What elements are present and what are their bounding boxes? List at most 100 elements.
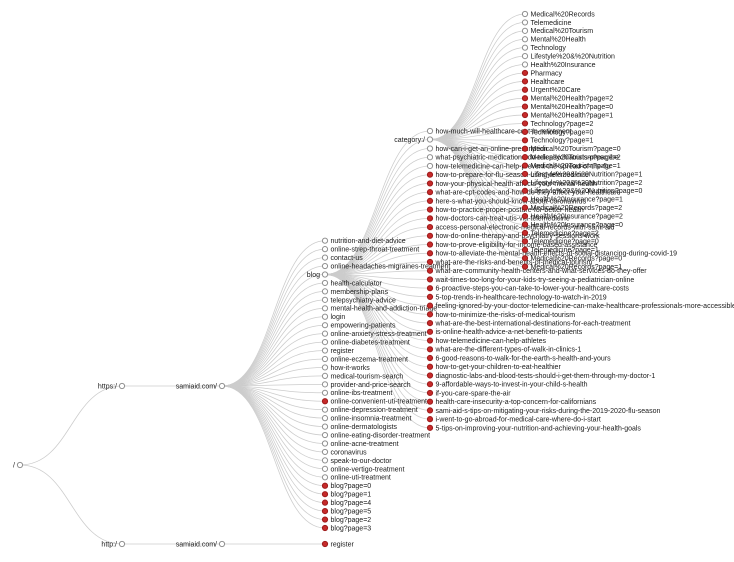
site-page-dot[interactable] [321, 288, 329, 295]
blog-post-dot[interactable] [426, 346, 434, 353]
site-page-dot[interactable] [321, 246, 329, 253]
category-page-dot[interactable] [521, 196, 529, 203]
blog-post-dot[interactable] [426, 407, 434, 414]
blog-post-dot[interactable] [426, 398, 434, 405]
category-page-dot[interactable] [521, 69, 529, 77]
blog-post-dot[interactable] [426, 189, 434, 196]
site-page-dot[interactable] [321, 508, 329, 515]
http-node[interactable] [118, 540, 126, 548]
site-page-dot[interactable] [321, 364, 329, 371]
https-node[interactable] [118, 382, 126, 390]
site-page-dot[interactable] [321, 524, 329, 532]
register-leaf-dot[interactable] [321, 540, 329, 548]
category-page-dot[interactable] [521, 78, 529, 85]
category-page-dot[interactable] [521, 238, 529, 245]
site-page-dot[interactable] [321, 296, 329, 303]
site-page-dot[interactable] [321, 406, 329, 413]
site-page-dot[interactable] [321, 457, 329, 464]
blog-post-dot[interactable] [426, 241, 434, 248]
category-page-dot[interactable] [521, 137, 529, 144]
blog-post-dot[interactable] [426, 215, 434, 222]
category-page-dot[interactable] [521, 95, 529, 102]
site-page-dot[interactable] [321, 440, 329, 447]
site-page-dot[interactable] [321, 254, 329, 261]
site-page-dot[interactable] [321, 305, 329, 312]
blog-post-dot[interactable] [426, 372, 434, 379]
category-page-dot[interactable] [521, 10, 529, 18]
blog-post-dot[interactable] [426, 424, 434, 431]
blog-post-dot[interactable] [426, 197, 434, 204]
site-page-dot[interactable] [321, 339, 329, 346]
site-page-dot[interactable] [321, 415, 329, 422]
category-page-dot[interactable] [521, 154, 529, 161]
blog-post-dot[interactable] [426, 145, 434, 152]
blog-post-dot[interactable] [426, 180, 434, 187]
blog-post-dot[interactable] [426, 293, 434, 301]
blog-post-dot[interactable] [426, 267, 434, 274]
category-page-dot[interactable] [521, 61, 529, 68]
category-page-dot[interactable] [521, 103, 529, 110]
site-page-dot[interactable] [321, 491, 329, 498]
category-page-dot[interactable] [521, 263, 529, 270]
category-page-dot[interactable] [521, 53, 529, 60]
category-page-dot[interactable] [521, 170, 529, 178]
site-page-dot[interactable] [321, 372, 329, 379]
blog-post-dot[interactable] [426, 223, 434, 231]
site-page-dot[interactable] [321, 381, 329, 388]
site-page-dot[interactable] [321, 313, 329, 320]
site-page-dot[interactable] [321, 237, 329, 244]
blog-post-dot[interactable] [426, 311, 434, 318]
site-page-dot[interactable] [321, 322, 329, 329]
site-page-dot[interactable] [321, 431, 329, 439]
category-page-dot[interactable] [521, 128, 529, 135]
blog-post-dot[interactable] [426, 154, 434, 161]
category-page-dot[interactable] [521, 204, 529, 211]
category-page-dot[interactable] [521, 111, 529, 119]
category-page-dot[interactable] [521, 179, 529, 186]
blog-post-dot[interactable] [426, 354, 434, 362]
root-node[interactable] [16, 461, 24, 469]
blog-post-dot[interactable] [426, 320, 434, 327]
category-page-dot[interactable] [521, 27, 529, 34]
host-https-node[interactable] [218, 382, 226, 390]
category-page-dot[interactable] [521, 212, 529, 220]
site-page-dot[interactable] [321, 389, 329, 396]
category-page-dot[interactable] [521, 187, 529, 194]
blog-post-dot[interactable] [426, 328, 434, 335]
site-page-dot[interactable] [321, 465, 329, 472]
category-page-dot[interactable] [521, 19, 529, 26]
site-page-dot[interactable] [321, 482, 329, 489]
category-page-dot[interactable] [521, 145, 529, 152]
host-http-node[interactable] [218, 540, 226, 548]
blog-post-dot[interactable] [426, 381, 434, 388]
site-page-dot[interactable] [321, 279, 329, 287]
site-page-dot[interactable] [321, 423, 329, 430]
site-page-dot[interactable] [321, 448, 329, 456]
blog-post-dot[interactable] [426, 363, 434, 370]
site-page-dot[interactable] [321, 474, 329, 481]
site-page-dot[interactable] [321, 330, 329, 337]
category-page-dot[interactable] [521, 36, 529, 43]
blog-post-dot[interactable] [426, 258, 434, 266]
site-page-dot[interactable] [321, 347, 329, 354]
blog-post-dot[interactable] [426, 250, 434, 257]
blog-post-dot[interactable] [426, 276, 434, 283]
site-page-dot[interactable] [321, 262, 329, 270]
category-page-dot[interactable] [521, 246, 529, 253]
category-page-dot[interactable] [521, 162, 529, 169]
blog-post-dot[interactable] [426, 389, 434, 397]
blog-post-dot[interactable] [426, 302, 434, 309]
category-page-dot[interactable] [521, 86, 529, 93]
site-page-dot[interactable] [321, 516, 329, 523]
category-node[interactable] [426, 136, 434, 143]
blog-post-dot[interactable] [426, 171, 434, 178]
blog-post-dot[interactable] [426, 285, 434, 292]
category-page-dot[interactable] [521, 120, 529, 127]
category-page-dot[interactable] [521, 255, 529, 262]
site-page-dot[interactable] [321, 355, 329, 363]
blog-post-dot[interactable] [426, 232, 434, 239]
blog-post-dot[interactable] [426, 206, 434, 213]
blog-post-dot[interactable] [426, 127, 434, 135]
blog-node[interactable] [321, 271, 329, 278]
site-page-dot[interactable] [321, 398, 329, 405]
